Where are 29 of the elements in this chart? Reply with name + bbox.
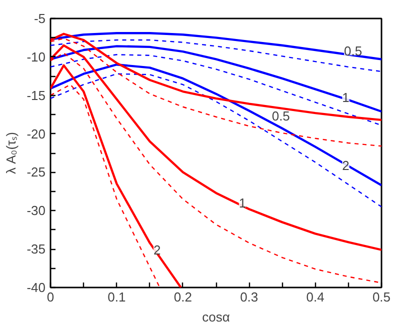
x-tick-label: 0.3 bbox=[240, 290, 258, 304]
annotation: 2 bbox=[153, 242, 161, 258]
line-series bbox=[50, 39, 382, 72]
annotation: 0.5 bbox=[344, 43, 362, 58]
y-tick-label: -5 bbox=[34, 11, 46, 26]
annotation: 0.5 bbox=[272, 108, 290, 124]
x-tick-label: 0.1 bbox=[108, 290, 126, 304]
x-tick-label: 0.2 bbox=[174, 290, 192, 304]
y-tick-label: -15 bbox=[26, 88, 46, 103]
line-series bbox=[50, 32, 382, 60]
annotation: 1 bbox=[238, 195, 246, 210]
line-series bbox=[50, 64, 382, 186]
y-tick-label: -10 bbox=[26, 49, 46, 64]
x-tick-label: 0 bbox=[46, 290, 54, 304]
y-tick-label: -40 bbox=[26, 280, 46, 295]
x-axis-title: cosα bbox=[202, 310, 230, 324]
y-tick-label: -20 bbox=[26, 126, 46, 142]
annotation: 2 bbox=[342, 158, 350, 173]
line-series bbox=[50, 45, 382, 113]
y-axis-title: λ A₀(τₛ) bbox=[4, 132, 19, 174]
line-series bbox=[50, 54, 382, 126]
line-series bbox=[50, 64, 182, 288]
x-tick-label: 0.5 bbox=[372, 290, 391, 304]
line-series bbox=[50, 73, 382, 208]
annotation: 1 bbox=[342, 90, 350, 106]
x-tick-label: 0.4 bbox=[306, 290, 324, 304]
y-tick-label: -25 bbox=[26, 164, 46, 180]
y-tick-label: -35 bbox=[26, 242, 46, 257]
y-tick-label: -30 bbox=[26, 203, 46, 218]
